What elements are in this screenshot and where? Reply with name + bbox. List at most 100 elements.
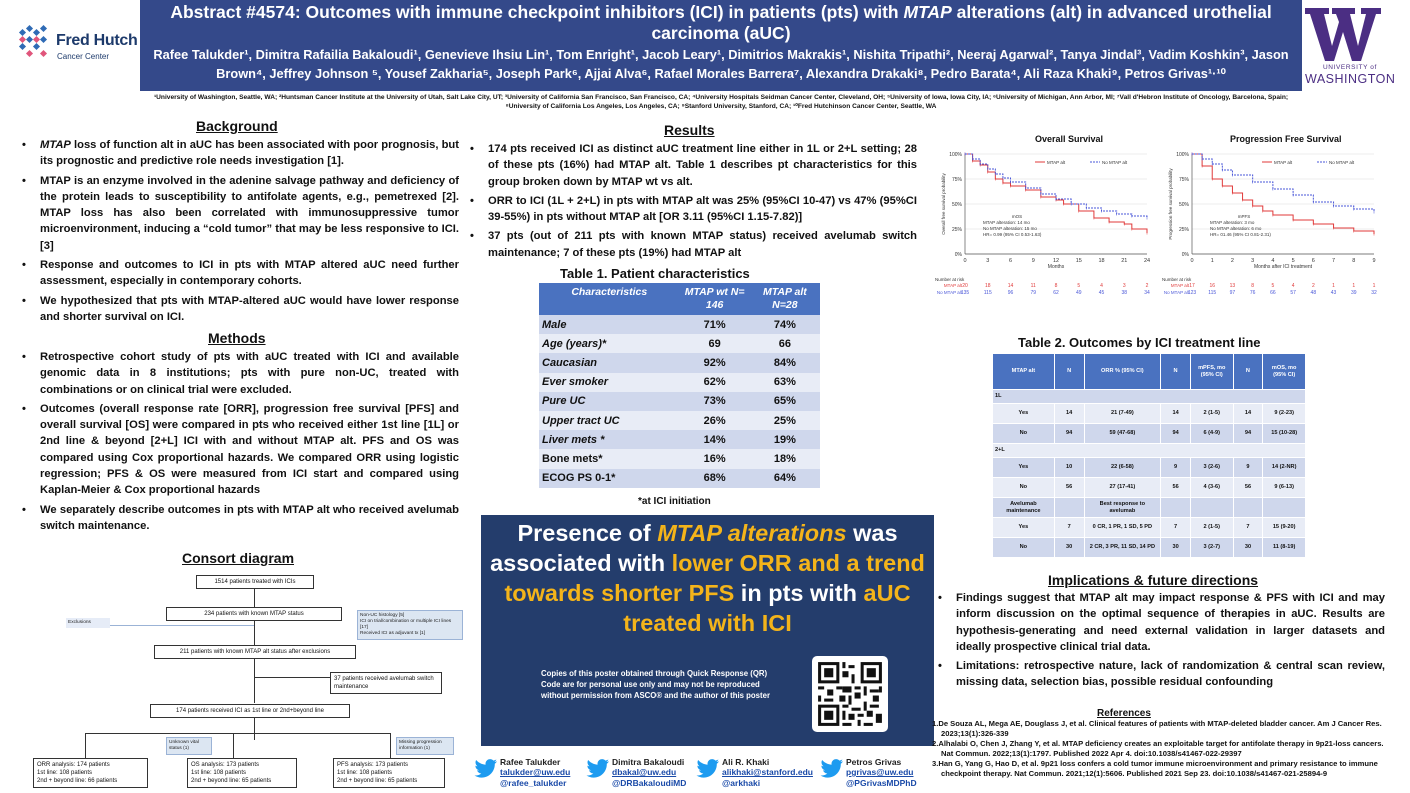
contact-email[interactable]: dbakal@uw.edu	[612, 767, 677, 777]
contact-handle[interactable]: @DRBakaloudiMD	[612, 778, 687, 788]
table1-row: Bone mets* 16% 18%	[539, 449, 820, 469]
risk-row-name: No MTAP alt	[1164, 290, 1190, 295]
title-prefix: Abstract #4574: Outcomes with immune che…	[170, 2, 904, 22]
consort-exclusion-list: Non-UC histology [5] ICI on trial/combin…	[357, 610, 463, 640]
table2-cell: 10	[1053, 457, 1085, 478]
table2-header-cell: mOS, mo (95% CI)	[1262, 353, 1306, 390]
consort-os-box: OS analysis: 173 patients 1st line: 108 …	[187, 758, 297, 788]
risk-count: 32	[1371, 290, 1377, 296]
table2-cell: 7	[1232, 517, 1264, 538]
conclusion-text: in pts with	[734, 580, 864, 606]
table2-cell	[1189, 497, 1234, 518]
table2-cell: 3 (2-6)	[1189, 457, 1234, 478]
risk-count: 115	[984, 290, 992, 296]
consort-box-211: 211 patients with known MTAP alt status …	[154, 645, 356, 659]
risk-count: 20	[962, 283, 968, 289]
table2-cell: 14	[1232, 403, 1264, 424]
x-tick-label: 12	[1053, 258, 1059, 264]
risk-count: 48	[1311, 290, 1317, 296]
title-gene: MTAP	[903, 2, 952, 22]
consort-exclusion-item: ICI on trial/combination or multiple ICI…	[360, 619, 452, 630]
consort-orr-box: ORR analysis: 174 patients 1st line: 108…	[33, 758, 148, 788]
risk-count: 115	[1208, 290, 1216, 296]
y-tick-label: 25%	[952, 227, 963, 233]
table2-cell	[1053, 497, 1085, 518]
table2-section-label: 2+L	[992, 443, 1306, 458]
implications-item: Limitations: retrospective nature, lack …	[938, 658, 1385, 691]
table2-cell: 30	[1053, 537, 1085, 558]
risk-count: 11	[1031, 283, 1036, 289]
table2-cell: 0 CR, 1 PR, 1 SD, 5 PD	[1083, 517, 1162, 538]
consort-exclusions-label: Exclusions	[66, 618, 110, 628]
y-tick-label: 75%	[1179, 177, 1190, 183]
table1-cell: 16%	[679, 449, 750, 469]
legend-label: MTAP alt	[1274, 160, 1293, 165]
conclusion-text: was associated with	[490, 520, 898, 576]
x-tick-label: 0	[963, 258, 966, 264]
table2-row: No 94 59 (47-68) 94 6 (4-9) 94 15 (10-28)	[992, 423, 1306, 444]
uw-text-line1: UNIVERSITY of	[1323, 64, 1377, 71]
risk-count: 1	[1352, 283, 1355, 289]
uw-text-line2: WASHINGTON	[1305, 72, 1396, 86]
references-heading: References	[1097, 708, 1151, 719]
results-list: 174 pts received ICI as distinct aUC tre…	[470, 141, 917, 264]
risk-count: 8	[1251, 283, 1254, 289]
background-heading: Background	[196, 118, 278, 134]
contact-handle[interactable]: @arkhaki	[722, 778, 761, 788]
risk-count: 62	[1053, 290, 1059, 296]
table2-cell: Yes	[992, 457, 1055, 478]
conclusion-highlight: aUC treated with ICI	[623, 580, 911, 636]
table2-cell: Yes	[992, 403, 1055, 424]
table1-header-cell: MTAP wt N= 146	[679, 283, 750, 315]
consort-os-title: OS analysis: 173 patients	[191, 762, 260, 768]
table2-header-cell: N	[1232, 353, 1264, 390]
references-list: 1.De Souza AL, Mega AE, Douglass J, et a…	[932, 719, 1388, 779]
methods-list: Retrospective cohort study of pts with a…	[22, 349, 459, 537]
risk-count: 97	[1230, 290, 1236, 296]
y-tick-label: 50%	[952, 202, 963, 208]
contact-name: Petros Grivas	[846, 757, 902, 767]
table1-cell: Ever smoker	[539, 372, 680, 392]
poster-header: Abstract #4574: Outcomes with immune che…	[140, 0, 1302, 91]
patient-characteristics-table: Characteristics MTAP wt N= 146 MTAP alt …	[539, 283, 820, 488]
risk-count: 18	[985, 283, 991, 289]
risk-count: 13	[1230, 283, 1236, 289]
table2-cell: 7	[1160, 517, 1191, 538]
table1-cell: Pure UC	[539, 391, 680, 411]
consort-pfs-line2: 2nd + beyond line: 65 patients	[337, 778, 418, 784]
table2-cell: 22 (6-58)	[1083, 457, 1162, 478]
table1-row: Upper tract UC 26% 25%	[539, 410, 820, 431]
risk-row-name: MTAP alt	[944, 283, 963, 288]
y-tick-label: 0%	[1182, 252, 1190, 258]
methods-item: Retrospective cohort study of pts with a…	[22, 349, 459, 398]
results-heading: Results	[664, 122, 715, 138]
contact-email[interactable]: talukder@uw.edu	[500, 767, 571, 777]
risk-table-label: Number at risk	[1162, 277, 1192, 282]
contact-email[interactable]: alikhaki@stanford.edu	[722, 767, 813, 777]
risk-count: 16	[1209, 283, 1215, 289]
uw-logo: UNIVERSITY of WASHINGTON	[1303, 4, 1395, 88]
y-tick-label: 100%	[949, 152, 962, 158]
results-item: ORR to ICI (1L + 2+L) in pts with MTAP a…	[470, 193, 917, 226]
km-curve-no-mtap-alt	[1192, 153, 1375, 212]
conclusion-highlight: MTAP alterations	[657, 520, 847, 546]
table2-cell: 56	[1160, 477, 1191, 498]
table1-row: Male 71% 74%	[539, 315, 820, 335]
author-list: Rafee Talukder¹, Dimitra Rafailia Bakalo…	[153, 47, 1289, 81]
table2-row: 2+L	[992, 443, 1306, 458]
km-annotation: No MTAP alteration: 15 mo	[983, 226, 1037, 231]
x-tick-label: 21	[1121, 258, 1127, 264]
table1-row: Ever smoker 62% 63%	[539, 372, 820, 392]
table2-cell: 27 (17-41)	[1083, 477, 1162, 498]
fred-hutch-name: Fred Hutch	[56, 32, 138, 49]
contact-handle[interactable]: @PGrivasMDPhD	[846, 778, 917, 788]
consort-unknown-vital: Unknown vital status (1)	[166, 737, 212, 755]
table2-cell: 9 (2-23)	[1262, 403, 1306, 424]
contact-email[interactable]: pgrivas@uw.edu	[846, 767, 914, 777]
qr-code-icon[interactable]	[812, 656, 888, 732]
legend-label: No MTAP alt	[1102, 160, 1128, 165]
contact-handle[interactable]: @rafee_talukder	[500, 778, 567, 788]
table1-cell: 65%	[749, 391, 820, 411]
km-annotation: HR= 0.99 (95% CI 0.53-1.63)	[983, 232, 1042, 237]
table2-header-row: MTAP alt N ORR % (95% CI) N mPFS, mo (95…	[992, 353, 1306, 390]
